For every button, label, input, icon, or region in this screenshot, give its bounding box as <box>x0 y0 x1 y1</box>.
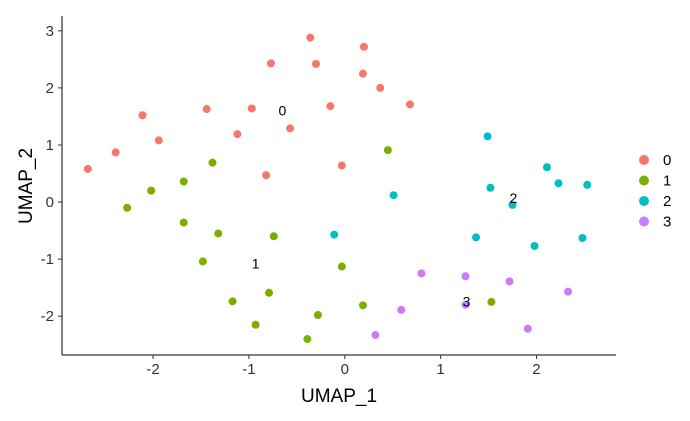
data-point-cluster-1 <box>123 203 132 212</box>
data-point-cluster-0 <box>83 164 92 173</box>
data-point-cluster-0 <box>286 124 295 133</box>
x-ticks: -2 -1 0 1 2 <box>146 355 541 378</box>
legend-key-1 <box>639 175 649 186</box>
data-point-cluster-2 <box>530 241 539 250</box>
cluster-labels: 0 1 2 3 <box>252 103 518 310</box>
data-point-cluster-0 <box>311 59 320 68</box>
legend-label-2: 2 <box>663 193 671 210</box>
y-tick-label: 3 <box>46 23 54 40</box>
y-tick-label: -1 <box>41 251 54 268</box>
x-tick-label: -2 <box>146 361 159 378</box>
data-point-cluster-3 <box>505 277 514 286</box>
x-tick-label: 0 <box>341 361 349 378</box>
data-point-cluster-2 <box>472 233 481 242</box>
data-point-cluster-1 <box>383 146 392 155</box>
data-point-cluster-1 <box>269 232 278 241</box>
x-tick-label: 2 <box>532 361 540 378</box>
data-point-cluster-0 <box>262 171 271 180</box>
data-point-cluster-2 <box>554 179 563 188</box>
data-point-cluster-0 <box>247 104 256 113</box>
data-point-cluster-2 <box>542 163 551 172</box>
axes <box>61 16 616 356</box>
y-axis-title: UMAP_2 <box>16 148 37 224</box>
data-point-cluster-1 <box>147 186 156 195</box>
data-point-cluster-0 <box>233 130 242 139</box>
data-point-cluster-2 <box>583 180 592 189</box>
y-ticks: -2 -1 0 1 2 3 <box>41 23 62 325</box>
data-point-cluster-0 <box>358 69 367 78</box>
data-point-cluster-2 <box>486 183 495 192</box>
data-point-cluster-2 <box>508 200 517 209</box>
data-point-cluster-2 <box>578 234 587 243</box>
x-tick-label: -1 <box>242 361 255 378</box>
data-point-cluster-1 <box>358 301 367 310</box>
data-point-cluster-1 <box>179 177 188 186</box>
y-tick-label: 2 <box>46 80 54 97</box>
data-point-cluster-0 <box>306 33 315 42</box>
data-point-cluster-0 <box>111 148 120 157</box>
data-point-cluster-3 <box>417 269 426 278</box>
data-point-cluster-1 <box>214 229 223 238</box>
cluster-label-0: 0 <box>279 103 287 119</box>
data-point-cluster-1 <box>313 311 322 320</box>
data-point-cluster-1 <box>337 262 346 271</box>
data-point-cluster-1 <box>265 288 274 297</box>
y-tick-label: 0 <box>46 194 54 211</box>
cluster-label-1: 1 <box>252 256 260 272</box>
data-points <box>83 33 592 344</box>
cluster-label-2: 2 <box>510 190 518 206</box>
y-tick-label: 1 <box>46 137 54 154</box>
data-point-cluster-0 <box>202 105 211 114</box>
data-point-cluster-0 <box>405 100 414 109</box>
data-point-cluster-0 <box>326 102 335 111</box>
data-point-cluster-0 <box>266 59 275 68</box>
data-point-cluster-1 <box>303 335 312 344</box>
data-point-cluster-0 <box>337 161 346 170</box>
x-axis-title: UMAP_1 <box>301 386 377 407</box>
legend-key-3 <box>639 216 649 227</box>
data-point-cluster-1 <box>208 158 217 167</box>
data-point-cluster-1 <box>228 297 237 306</box>
data-point-cluster-3 <box>461 300 470 309</box>
data-point-cluster-3 <box>564 287 573 296</box>
legend: 0 1 2 3 <box>639 152 671 231</box>
legend-key-2 <box>639 196 649 206</box>
legend-label-3: 3 <box>663 214 671 231</box>
x-tick-label: 1 <box>436 361 444 378</box>
data-point-cluster-1 <box>179 218 188 227</box>
y-tick-label: -2 <box>41 308 54 325</box>
data-point-cluster-3 <box>371 331 380 340</box>
data-point-cluster-2 <box>483 132 492 141</box>
legend-label-0: 0 <box>663 152 671 169</box>
legend-label-1: 1 <box>663 173 671 190</box>
cluster-label-3: 3 <box>463 293 471 309</box>
data-point-cluster-1 <box>198 257 207 266</box>
data-point-cluster-2 <box>389 191 398 200</box>
data-point-cluster-3 <box>523 324 532 333</box>
data-point-cluster-0 <box>138 111 147 120</box>
data-point-cluster-1 <box>251 320 260 329</box>
data-point-cluster-0 <box>154 136 163 145</box>
legend-key-0 <box>639 155 649 165</box>
data-point-cluster-1 <box>487 297 496 306</box>
data-point-cluster-0 <box>376 83 385 92</box>
data-point-cluster-0 <box>359 42 368 51</box>
data-point-cluster-3 <box>397 305 406 314</box>
data-point-cluster-3 <box>461 272 470 281</box>
data-point-cluster-2 <box>330 230 339 239</box>
